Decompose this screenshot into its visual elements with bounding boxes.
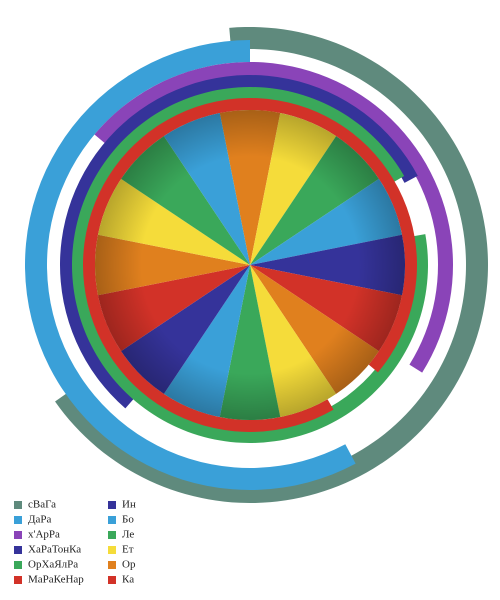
legend-swatch (14, 516, 22, 524)
legend-swatch (14, 561, 22, 569)
legend-label: МаРаКеНар (28, 574, 84, 586)
legend-label: Ка (122, 574, 134, 586)
ring-arc (60, 75, 418, 409)
pie-shade (95, 110, 405, 420)
legend-swatch (14, 546, 22, 554)
legend-swatch (108, 576, 116, 584)
legend-label: ОрХаЯлРа (28, 559, 78, 571)
legend-label: сВаГа (28, 499, 56, 511)
legend-label: ДаРа (28, 514, 52, 526)
legend-swatch (108, 546, 116, 554)
legend-label: Ор (122, 559, 136, 571)
legend-label: Ет (122, 544, 134, 556)
legend-swatch (14, 531, 22, 539)
legend-swatch (108, 561, 116, 569)
legend-swatch (108, 501, 116, 509)
legend-swatch (14, 501, 22, 509)
legend-swatch (108, 531, 116, 539)
legend-label: х'АрРа (28, 529, 60, 541)
legend-swatch (108, 516, 116, 524)
legend-swatch (14, 576, 22, 584)
legend-label: Ин (122, 499, 136, 511)
legend-label: ХаРаТонКа (28, 544, 81, 556)
legend-label: Ле (122, 529, 134, 541)
legend-label: Бо (122, 514, 134, 526)
